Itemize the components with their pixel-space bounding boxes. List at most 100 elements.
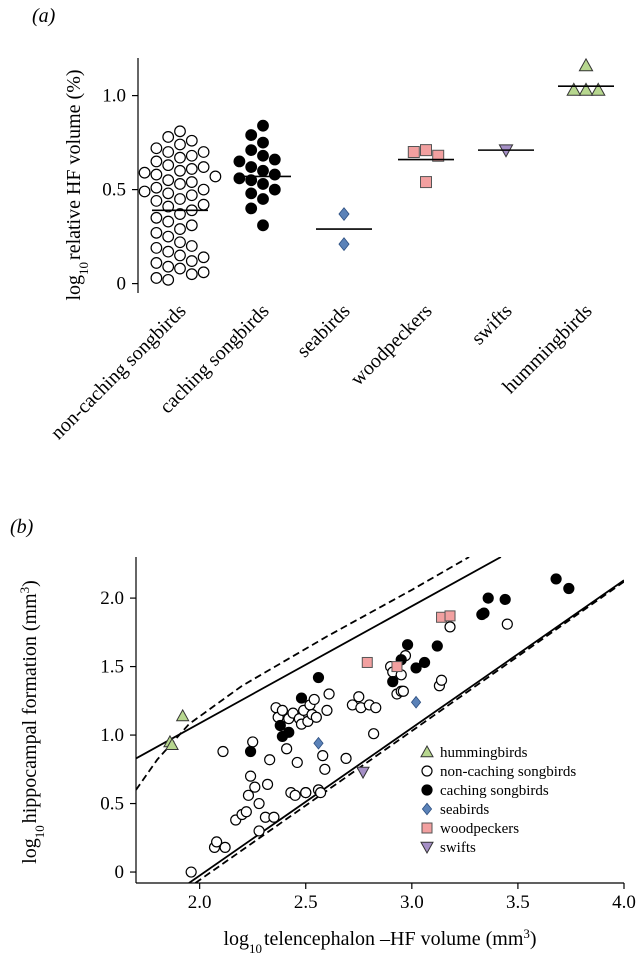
- panel-b-point-caching-songbirds: [283, 726, 295, 738]
- panel-b-point-non-caching-songbirds: [249, 781, 261, 793]
- panel-b-point-caching-songbirds: [563, 582, 575, 595]
- panel-b-solid-line: [188, 579, 624, 883]
- panel-b-point-non-caching-songbirds: [253, 825, 265, 837]
- panel-a-point-non-caching-songbirds: [138, 185, 151, 198]
- panel-b: (b) 0 0.5 1.0 1.5 2.0 2.0 2.5 3.0 3.5 4.0 log10h…: [10, 516, 636, 956]
- panel-b-legend: hummingbirds non-caching songbirds caching…: [420, 744, 576, 856]
- panel-b-point-seabirds: [410, 695, 422, 709]
- panel-a-point-seabirds: [338, 237, 350, 252]
- panel-a-point-non-caching-songbirds: [150, 155, 163, 168]
- panel-b-point-non-caching-songbirds: [247, 736, 259, 748]
- panel-a-point-non-caching-songbirds: [162, 260, 175, 273]
- panel-b-point-caching-songbirds: [274, 719, 286, 732]
- panel-a-point-non-caching-songbirds: [174, 208, 186, 220]
- panel-a-point-woodpeckers: [420, 176, 432, 189]
- panel-b-point-non-caching-songbirds: [317, 750, 329, 762]
- panel-b-x-tick-label: 3.5: [506, 892, 530, 913]
- panel-a-data-marks: [138, 57, 606, 286]
- panel-a-point-non-caching-songbirds: [150, 272, 163, 284]
- panel-b-point-non-caching-songbirds: [323, 688, 335, 700]
- panel-b-x-axis-label: log10 telencephalon –HF volume (mm3): [223, 926, 536, 956]
- panel-b-label: (b): [10, 516, 34, 538]
- panel-b-point-non-caching-songbirds: [281, 743, 293, 755]
- panel-b-point-non-caching-songbirds: [353, 691, 365, 703]
- panel-b-point-non-caching-songbirds: [501, 618, 513, 630]
- legend-label-swifts: swifts: [440, 840, 476, 856]
- panel-a-point-non-caching-songbirds: [162, 215, 175, 228]
- panel-a-point-caching-songbirds: [245, 144, 258, 157]
- panel-a-point-non-caching-songbirds: [197, 198, 210, 211]
- panel-a-point-non-caching-songbirds: [162, 273, 175, 286]
- panel-a-point-non-caching-songbirds: [174, 236, 186, 249]
- panel-b-point-non-caching-songbirds: [219, 841, 231, 853]
- panel-b-point-non-caching-songbirds: [253, 797, 265, 810]
- panel-b-x-ticks: 2.0 2.5 3.0 3.5 4.0: [188, 883, 636, 913]
- panel-a-y-tick-label: 0.5: [102, 180, 126, 201]
- panel-a-point-non-caching-songbirds: [162, 200, 175, 213]
- panel-b-point-caching-songbirds: [410, 662, 422, 674]
- panel-b-point-hummingbirds: [175, 708, 190, 722]
- panel-b-x-tick-label: 4.0: [612, 892, 636, 913]
- panel-b-point-caching-songbirds: [387, 676, 399, 688]
- panel-b-x-tick-label: 2.0: [188, 892, 212, 913]
- panel-a-y-tick-label: 1.0: [102, 86, 126, 107]
- panel-b-point-caching-songbirds: [550, 573, 562, 585]
- panel-a-point-caching-songbirds: [268, 183, 281, 196]
- panel-a-point-caching-songbirds: [245, 161, 258, 173]
- panel-b-point-non-caching-songbirds: [240, 806, 252, 818]
- panel-a-point-caching-songbirds: [257, 219, 269, 232]
- panel-a-point-non-caching-songbirds: [150, 211, 163, 224]
- panel-b-point-non-caching-songbirds: [370, 702, 382, 714]
- panel-b-point-non-caching-songbirds: [185, 866, 197, 878]
- panel-a-point-non-caching-songbirds: [162, 230, 175, 243]
- panel-a-mean-lines: [152, 85, 614, 230]
- panel-b-point-seabirds: [313, 736, 324, 750]
- panel-b-point-non-caching-songbirds: [289, 789, 301, 801]
- panel-a-point-non-caching-songbirds: [185, 189, 198, 202]
- panel-a-point-caching-songbirds: [233, 172, 246, 185]
- panel-a-point-non-caching-songbirds: [185, 240, 198, 252]
- panel-a-point-non-caching-songbirds: [197, 266, 210, 279]
- panel-a-point-non-caching-songbirds: [150, 194, 163, 207]
- panel-a-point-non-caching-songbirds: [174, 151, 186, 164]
- panel-a-category-label: swifts: [467, 300, 516, 349]
- panel-a-point-non-caching-songbirds: [185, 219, 198, 232]
- panel-b-point-swifts: [356, 766, 370, 780]
- panel-b-point-non-caching-songbirds: [444, 621, 456, 633]
- panel-b-point-caching-songbirds: [295, 692, 308, 704]
- panel-a-point-non-caching-songbirds: [150, 168, 163, 181]
- panel-a-point-caching-songbirds: [245, 202, 258, 215]
- panel-b-point-non-caching-songbirds: [368, 728, 380, 740]
- panel-b-point-caching-songbirds: [499, 593, 511, 606]
- panel-b-point-non-caching-songbirds: [397, 685, 409, 697]
- panel-a-point-non-caching-songbirds: [150, 257, 163, 269]
- panel-a-point-non-caching-songbirds: [162, 131, 175, 143]
- legend-marker-hummingbirds: [420, 744, 434, 758]
- panel-b-point-caching-songbirds: [418, 656, 431, 669]
- panel-a-point-woodpeckers: [420, 144, 432, 157]
- panel-a-y-ticks: 0 0.5 1.0: [102, 86, 138, 295]
- panel-a-point-non-caching-songbirds: [185, 268, 198, 281]
- panel-a-y-axis-label: log10relative HF volume (%): [63, 69, 91, 300]
- panel-a-point-hummingbirds: [566, 82, 582, 96]
- panel-b-solid-line: [136, 557, 502, 760]
- panel-a-point-caching-songbirds: [268, 153, 281, 166]
- panel-b-point-hummingbirds: [165, 737, 179, 750]
- panel-b-point-non-caching-songbirds: [268, 811, 280, 823]
- panel-a-point-non-caching-songbirds: [174, 164, 186, 177]
- panel-a-point-non-caching-songbirds: [197, 251, 210, 264]
- panel-a-point-non-caching-songbirds: [174, 223, 186, 235]
- panel-a-point-non-caching-songbirds: [162, 146, 175, 158]
- panel-a-point-non-caching-songbirds: [174, 249, 186, 262]
- panel-b-point-non-caching-songbirds: [291, 756, 303, 769]
- panel-a-point-caching-songbirds: [257, 136, 269, 149]
- panel-a-point-non-caching-songbirds: [174, 125, 186, 138]
- panel-a-point-non-caching-songbirds: [185, 149, 198, 162]
- panel-a-category-label: woodpeckers: [346, 300, 436, 390]
- legend-marker-non-caching-songbirds: [421, 765, 433, 777]
- legend-label-non-caching-songbirds: non-caching songbirds: [440, 764, 576, 780]
- panel-a-point-non-caching-songbirds: [174, 138, 186, 151]
- panel-b-y-ticks: 0 0.5 1.0 1.5 2.0: [100, 588, 136, 883]
- panel-b-point-non-caching-songbirds: [211, 836, 223, 848]
